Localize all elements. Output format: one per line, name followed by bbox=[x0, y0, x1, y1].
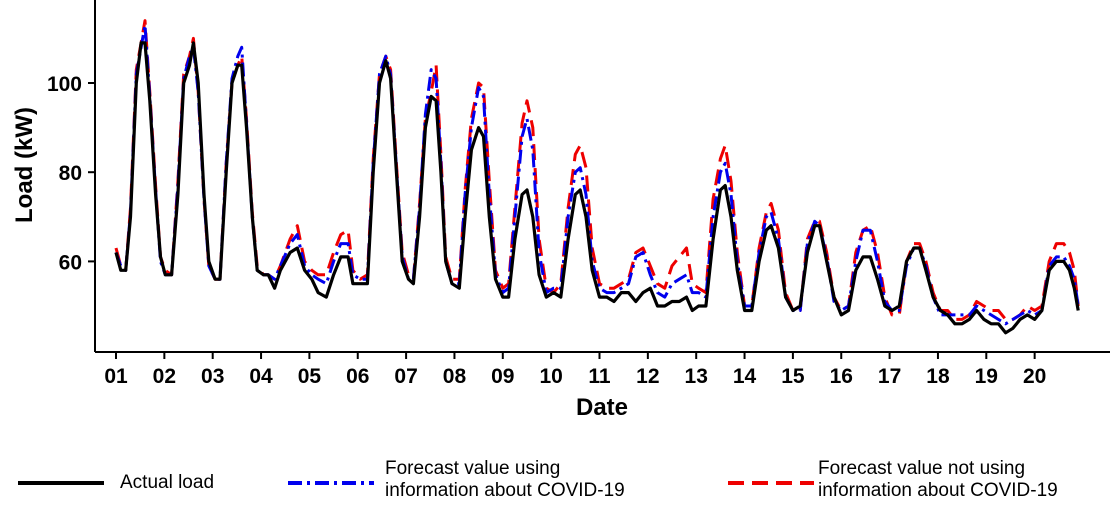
x-tick-label: 08 bbox=[443, 365, 467, 388]
plot-lines bbox=[114, 19, 1080, 335]
x-tick-label: 20 bbox=[1023, 365, 1046, 388]
x-tick-label: 18 bbox=[926, 365, 950, 388]
y-ticks: 60 80 100 bbox=[47, 73, 95, 274]
x-tick-label: 07 bbox=[394, 365, 417, 388]
y-axis-title: Load (kW) bbox=[11, 107, 38, 223]
legend-swatch-actual bbox=[18, 481, 104, 485]
load-forecast-chart: 60 80 100 01 02 03 04 05 06 07 08 09 10 11 12 13 14 15 16… bbox=[11, 0, 1110, 421]
y-tick-label: 80 bbox=[59, 162, 82, 185]
legend-item-no-covid: Forecast value not using information abo… bbox=[720, 450, 1110, 512]
series-line-0 bbox=[114, 41, 1080, 335]
x-tick-label: 02 bbox=[153, 365, 176, 388]
x-tick-label: 11 bbox=[588, 365, 611, 388]
x-tick-label: 14 bbox=[733, 365, 757, 388]
x-tick-label: 01 bbox=[104, 365, 128, 388]
legend: Actual load Forecast value using informa… bbox=[0, 450, 1110, 512]
x-tick-label: 16 bbox=[830, 365, 853, 388]
legend-label-covid: Forecast value using information about C… bbox=[385, 458, 625, 501]
legend-item-covid: Forecast value using information about C… bbox=[280, 450, 680, 512]
x-tick-label: 10 bbox=[539, 365, 562, 388]
x-tick-label: 13 bbox=[685, 365, 708, 388]
x-axis-title: Date bbox=[576, 394, 628, 421]
legend-label-actual: Actual load bbox=[120, 472, 215, 493]
legend-item-actual: Actual load bbox=[0, 450, 260, 512]
y-tick-label: 60 bbox=[59, 251, 82, 274]
x-tick-label: 09 bbox=[491, 365, 514, 388]
legend-label-no-covid: Forecast value not using information abo… bbox=[818, 458, 1058, 501]
x-tick-label: 04 bbox=[249, 365, 273, 388]
x-tick-label: 06 bbox=[346, 365, 369, 388]
legend-swatch-covid bbox=[288, 481, 374, 485]
x-tick-label: 15 bbox=[781, 365, 805, 388]
y-tick-label: 100 bbox=[47, 73, 82, 96]
x-tick-label: 17 bbox=[878, 365, 901, 388]
x-tick-label: 19 bbox=[975, 365, 998, 388]
x-ticks: 01 02 03 04 05 06 07 08 09 10 11 12 13 14 15 16 17 18 19 20 bbox=[104, 352, 1046, 388]
x-tick-label: 12 bbox=[636, 365, 659, 388]
legend-swatch-no-covid bbox=[728, 481, 814, 485]
x-tick-label: 03 bbox=[201, 365, 224, 388]
x-tick-label: 05 bbox=[298, 365, 322, 388]
